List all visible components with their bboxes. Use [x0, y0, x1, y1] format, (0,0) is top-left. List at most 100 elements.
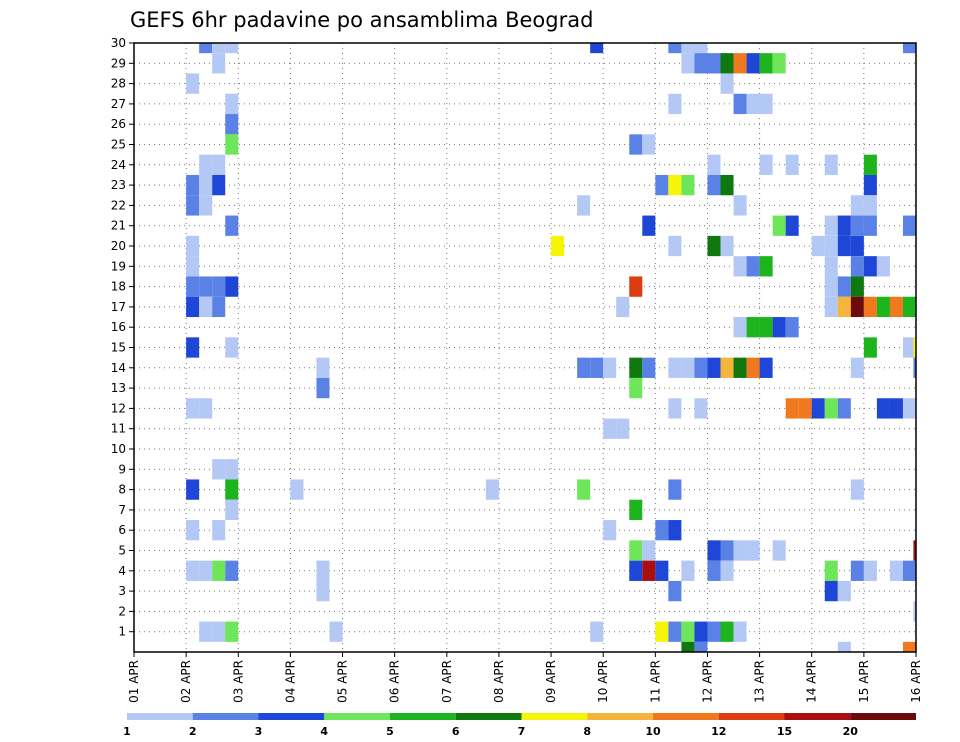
heatmap-cells [186, 43, 916, 652]
heatmap-cell [902, 560, 916, 581]
heatmap-cell [212, 296, 226, 318]
heatmap-cell [681, 43, 695, 54]
heatmap-cell [902, 641, 916, 652]
heatmap-cell [629, 499, 643, 521]
legend-label: 6 [452, 725, 460, 738]
heatmap-cell [720, 621, 734, 642]
y-tick-label: 17 [111, 300, 126, 314]
heatmap-cell [603, 357, 617, 378]
heatmap-cell [837, 235, 851, 257]
heatmap-cell [850, 215, 864, 236]
heatmap-cell [199, 43, 213, 54]
y-tick-label: 12 [111, 401, 126, 415]
heatmap-cell [785, 154, 799, 175]
heatmap-cell [902, 337, 916, 358]
heatmap-cell [212, 459, 226, 480]
heatmap-cell [733, 621, 747, 642]
heatmap-cell [316, 357, 330, 378]
heatmap-cell [642, 215, 656, 236]
heatmap-cell [824, 235, 838, 257]
heatmap-cell [707, 621, 721, 642]
legend-label: 20 [843, 725, 859, 738]
heatmap-cell [863, 337, 877, 358]
heatmap-cell [225, 621, 239, 642]
heatmap-cell [720, 540, 734, 561]
heatmap-cell [733, 93, 747, 115]
x-tick-label: 09 APR [544, 660, 558, 703]
heatmap-cell [902, 398, 916, 419]
heatmap-cell [199, 276, 213, 297]
y-tick-label: 4 [118, 564, 126, 578]
legend-label: 2 [189, 725, 197, 738]
heatmap-cell [668, 479, 682, 500]
legend-swatch [192, 713, 259, 720]
heatmap-cell [642, 134, 656, 155]
heatmap-cell [720, 53, 734, 74]
heatmap-cell [720, 174, 734, 196]
heatmap-cell [772, 53, 786, 74]
legend-swatch [653, 713, 719, 720]
heatmap-cell [681, 641, 695, 652]
heatmap-cell [681, 53, 695, 74]
x-tick-label: 08 APR [492, 660, 506, 703]
heatmap-cell [186, 560, 200, 581]
heatmap-cell [863, 215, 877, 236]
heatmap-cell [824, 215, 838, 236]
heatmap-cell [837, 296, 851, 318]
heatmap-cell [629, 134, 643, 155]
heatmap-cell [863, 195, 877, 216]
x-tick-label: 02 APR [179, 660, 193, 703]
heatmap-cell [225, 459, 239, 480]
y-tick-label: 8 [118, 483, 126, 497]
heatmap-cell [186, 276, 200, 297]
heatmap-cell [824, 398, 838, 419]
heatmap-cell [199, 195, 213, 216]
chart-title: GEFS 6hr padavine po ansamblima Beograd [130, 8, 593, 32]
heatmap-cell [186, 195, 200, 216]
heatmap-cell [225, 337, 239, 358]
heatmap-cell [590, 43, 604, 54]
heatmap-cell [913, 540, 916, 561]
y-tick-label: 21 [111, 219, 126, 233]
heatmap-cell [707, 357, 721, 378]
heatmap-cell [720, 560, 734, 581]
legend-swatch [587, 713, 653, 720]
heatmap-cell [889, 296, 903, 318]
heatmap-cell [212, 53, 226, 74]
legend-label: 12 [711, 725, 726, 738]
heatmap-cell [772, 540, 786, 561]
heatmap-cell [551, 235, 565, 257]
heatmap-cell [772, 215, 786, 236]
heatmap-cell [668, 580, 682, 602]
heatmap-cell [746, 317, 760, 338]
heatmap-cell [225, 215, 239, 236]
heatmap-cell [603, 418, 617, 439]
legend-swatch [784, 713, 851, 720]
heatmap-cell [824, 256, 838, 277]
heatmap-cell [225, 134, 239, 155]
heatmap-cell [186, 398, 200, 419]
heatmap-cell [603, 520, 617, 541]
heatmap-cell [629, 560, 643, 581]
y-tick-label: 1 [118, 625, 126, 639]
x-tick-label: 05 APR [336, 660, 350, 703]
heatmap-cell [733, 53, 747, 74]
heatmap-cell [850, 195, 864, 216]
y-tick-label: 28 [111, 77, 126, 91]
heatmap-cell [668, 43, 682, 54]
heatmap-cell [889, 560, 903, 581]
heatmap-cell [785, 398, 799, 419]
heatmap-cell [863, 174, 877, 196]
heatmap-cell [616, 418, 630, 439]
heatmap-cell [824, 580, 838, 602]
legend-label: 8 [583, 725, 591, 738]
heatmap-cell [707, 235, 721, 257]
heatmap-cell [746, 53, 760, 74]
x-tick-label: 01 APR [127, 660, 141, 703]
y-tick-label: 14 [111, 361, 126, 375]
color-legend: 1 2 3 4 5 6 7 8 10 12 15 20 [123, 713, 916, 738]
heatmap-cell [850, 256, 864, 277]
heatmap-cell [772, 317, 786, 338]
heatmap-cell [811, 398, 825, 419]
heatmap-cell [837, 641, 851, 652]
